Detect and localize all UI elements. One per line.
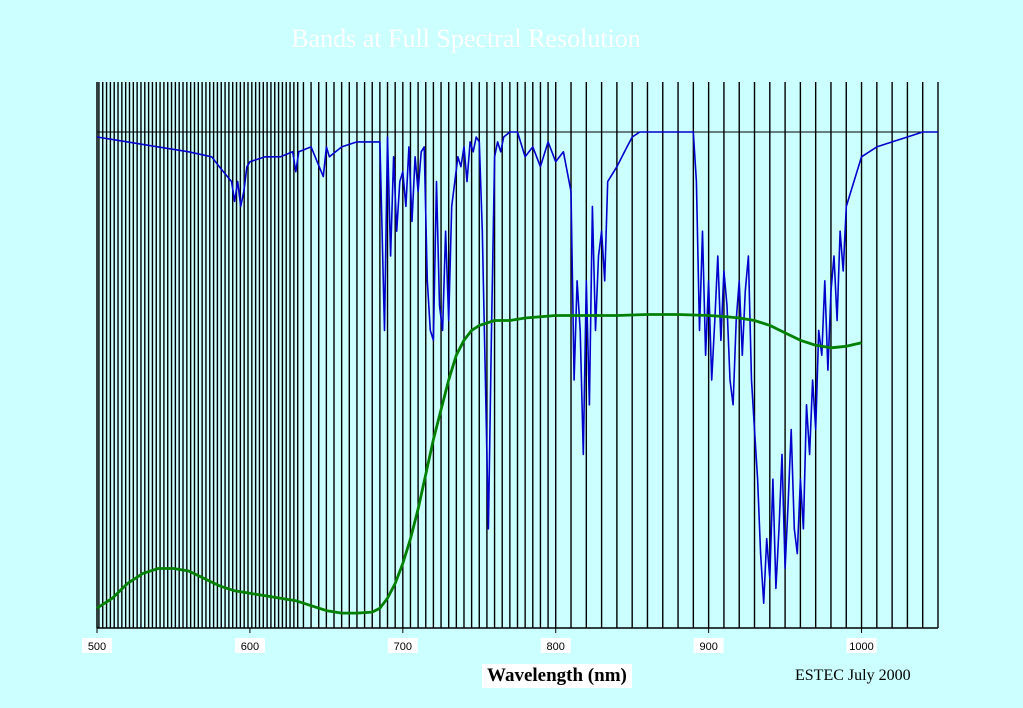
- x-tick-label-bg-600: [234, 638, 265, 653]
- x-tick-label-1000: 1000: [849, 641, 873, 653]
- series-line-blue: [96, 131, 938, 605]
- band-grid: [98, 82, 939, 628]
- x-tick-label-bg-700: [387, 638, 418, 653]
- x-tick-label-bg-900: [693, 638, 724, 653]
- x-tick-label-600: 600: [241, 641, 259, 653]
- x-tick-label-900: 900: [699, 641, 717, 653]
- x-tick-label-800: 800: [547, 641, 565, 653]
- chart-title: Bands at Full Spectral Resolution: [291, 24, 641, 53]
- x-ticks: 500 600 700 800 900 1000: [82, 628, 877, 653]
- x-tick-label-bg-500: [82, 638, 112, 653]
- x-axis-label: Wavelength (nm): [482, 664, 632, 688]
- x-tick-label-500: 500: [88, 641, 106, 653]
- series-line-green: [96, 313, 862, 615]
- series-group: [96, 131, 938, 615]
- x-tick-label-bg-1000: [846, 638, 877, 653]
- x-tick-label-bg-800: [540, 638, 571, 653]
- footer-text: ESTEC July 2000: [795, 667, 911, 684]
- x-tick-label-700: 700: [394, 641, 412, 653]
